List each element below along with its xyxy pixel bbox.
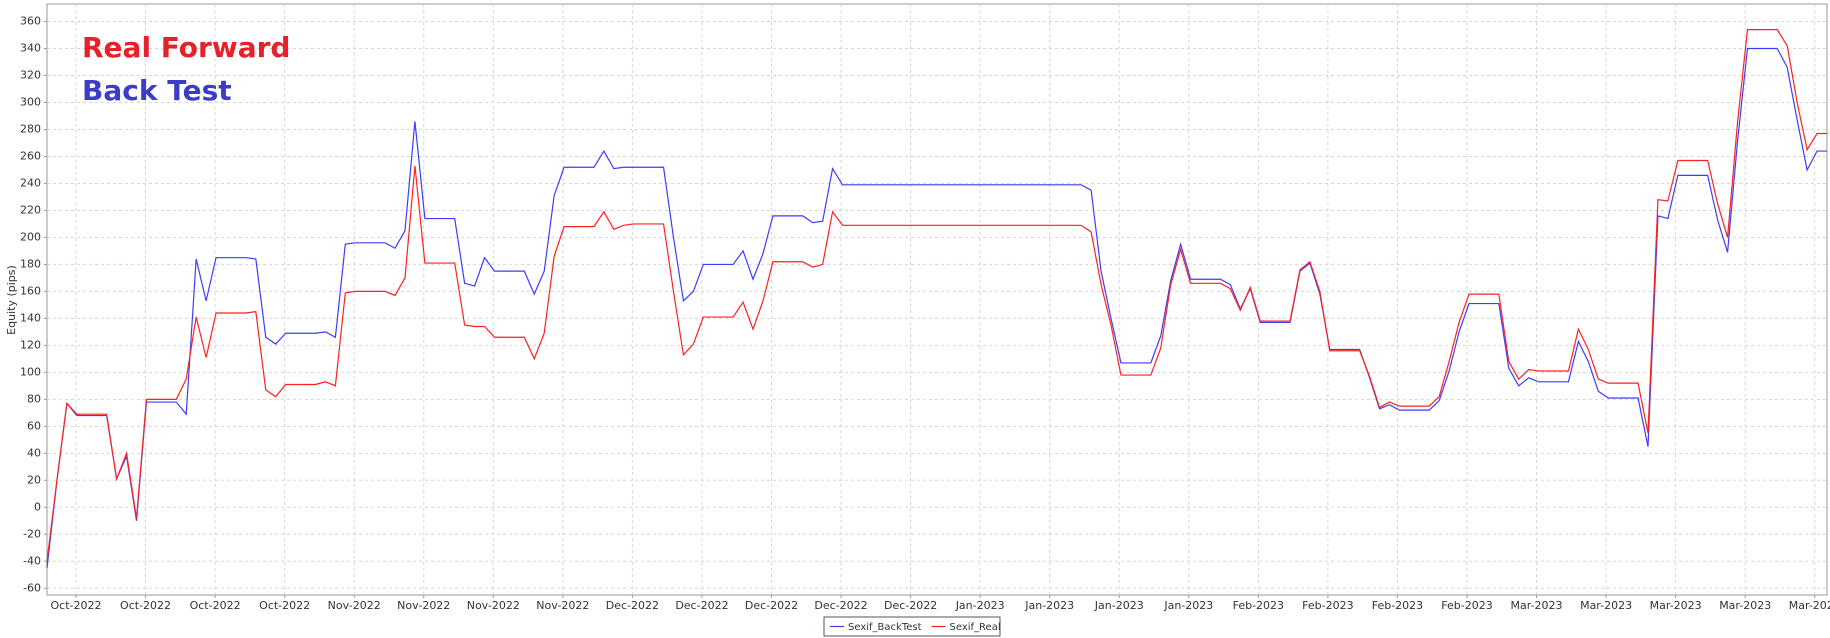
y-tick-label: 40 bbox=[27, 446, 41, 459]
x-tick-label: Mar-2023 bbox=[1511, 599, 1563, 612]
x-tick-label: Mar-2023 bbox=[1580, 599, 1632, 612]
y-tick-label: 240 bbox=[20, 176, 41, 189]
x-tick-label: Oct-2022 bbox=[259, 599, 310, 612]
x-tick-label: Nov-2022 bbox=[397, 599, 450, 612]
y-tick-label: 260 bbox=[20, 149, 41, 162]
x-tick-label: Oct-2022 bbox=[190, 599, 241, 612]
y-tick-label: 300 bbox=[20, 96, 41, 109]
legend-label: Sexif_BackTest bbox=[848, 622, 922, 633]
legend-label: Sexif_Real bbox=[950, 622, 1001, 633]
y-tick-label: 360 bbox=[20, 15, 41, 28]
x-tick-label: Jan-2023 bbox=[955, 599, 1005, 612]
y-tick-label: 80 bbox=[27, 392, 41, 405]
x-tick-label: Nov-2022 bbox=[467, 599, 520, 612]
x-tick-label: Oct-2022 bbox=[51, 599, 102, 612]
y-tick-label: -60 bbox=[23, 581, 41, 594]
x-tick-label: Nov-2022 bbox=[536, 599, 589, 612]
y-tick-label: 200 bbox=[20, 230, 41, 243]
series-line bbox=[46, 29, 1827, 562]
x-tick-label: Nov-2022 bbox=[328, 599, 381, 612]
x-tick-label: Jan-2023 bbox=[1094, 599, 1144, 612]
y-tick-label: 100 bbox=[20, 365, 41, 378]
x-tick-label: Mar-2023 bbox=[1719, 599, 1771, 612]
y-axis-label: Equity (pips) bbox=[5, 265, 18, 335]
y-tick-label: 60 bbox=[27, 419, 41, 432]
y-tick-label: 320 bbox=[20, 69, 41, 82]
x-tick-label: Jan-2023 bbox=[1024, 599, 1074, 612]
y-tick-label: 180 bbox=[20, 257, 41, 270]
x-tick-label: Oct-2022 bbox=[120, 599, 171, 612]
y-tick-label: 220 bbox=[20, 203, 41, 216]
x-tick-label: Feb-2023 bbox=[1372, 599, 1423, 612]
y-tick-label: 160 bbox=[20, 284, 41, 297]
x-tick-label: Mar-2023 bbox=[1650, 599, 1702, 612]
y-tick-label: 280 bbox=[20, 122, 41, 135]
plot-frame bbox=[46, 3, 1828, 596]
series-line bbox=[46, 47, 1827, 569]
y-tick-label: 120 bbox=[20, 338, 41, 351]
x-tick-label: Mar-2023 bbox=[1789, 599, 1830, 612]
x-tick-label: Dec-2022 bbox=[675, 599, 728, 612]
x-tick-label: Feb-2023 bbox=[1302, 599, 1353, 612]
annotation: Real Forward bbox=[82, 31, 290, 64]
x-tick-label: Feb-2023 bbox=[1441, 599, 1492, 612]
y-tick-label: -40 bbox=[23, 554, 41, 567]
x-tick-label: Jan-2023 bbox=[1163, 599, 1213, 612]
x-tick-label: Dec-2022 bbox=[606, 599, 659, 612]
y-tick-label: 140 bbox=[20, 311, 41, 324]
y-tick-label: -20 bbox=[23, 527, 41, 540]
x-tick-label: Dec-2022 bbox=[884, 599, 937, 612]
legend-box bbox=[823, 616, 1001, 637]
annotation: Back Test bbox=[82, 74, 232, 107]
x-tick-label: Dec-2022 bbox=[745, 599, 798, 612]
y-tick-label: 340 bbox=[20, 42, 41, 55]
x-tick-label: Feb-2023 bbox=[1233, 599, 1284, 612]
y-tick-label: 0 bbox=[34, 500, 41, 513]
y-tick-label: 20 bbox=[27, 473, 41, 486]
x-tick-label: Dec-2022 bbox=[814, 599, 867, 612]
